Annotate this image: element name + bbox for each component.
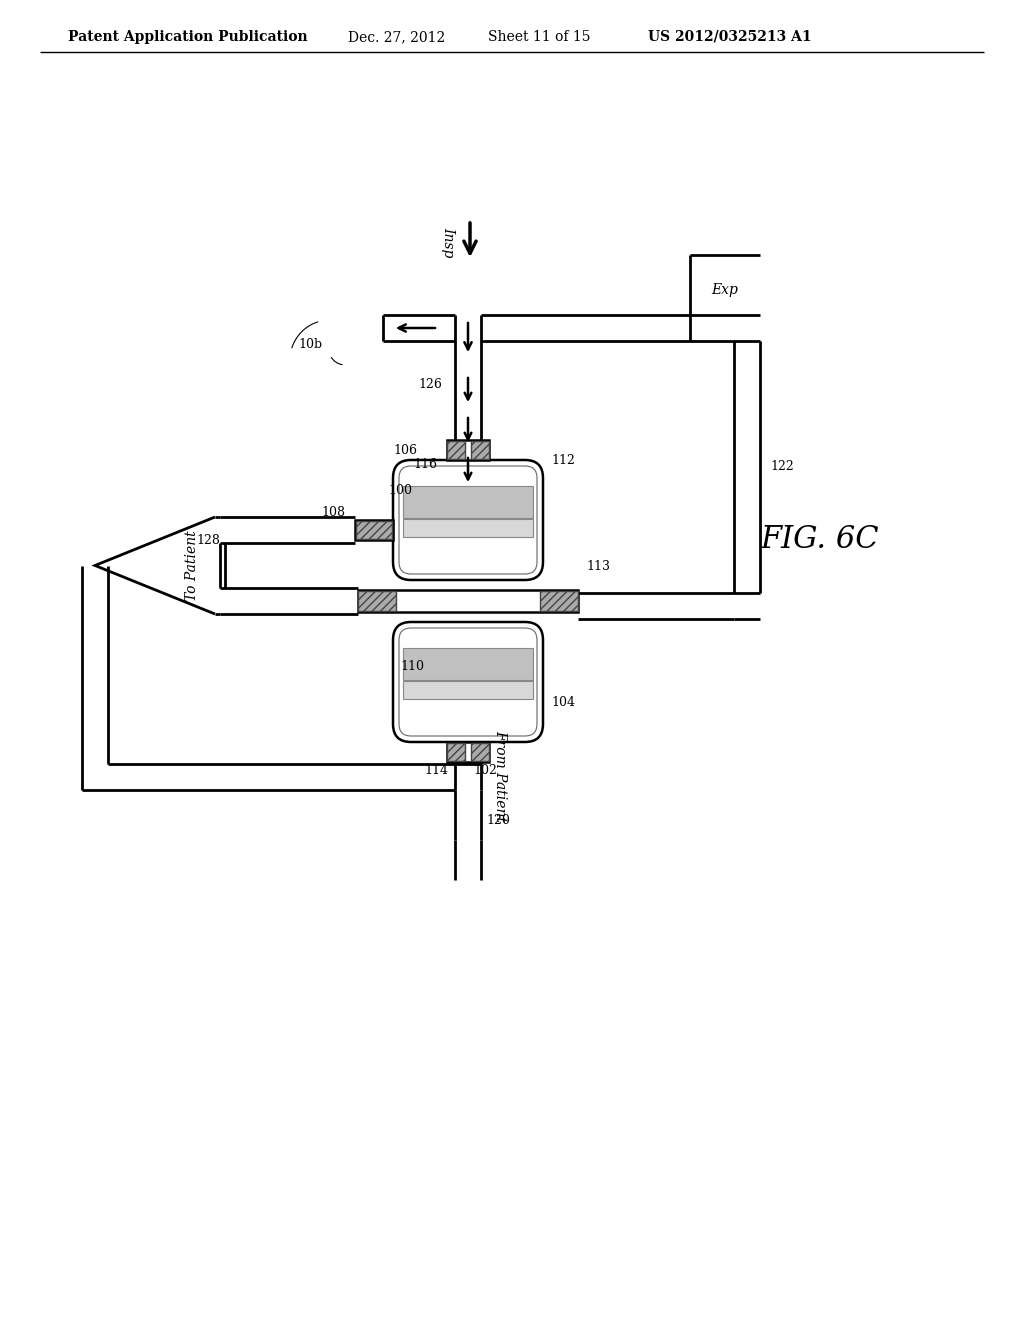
Bar bbox=[355, 520, 393, 540]
Bar bbox=[403, 681, 534, 700]
Bar bbox=[403, 519, 534, 537]
Bar bbox=[356, 521, 392, 539]
Bar bbox=[540, 591, 578, 611]
Text: From Patient: From Patient bbox=[493, 730, 507, 822]
Text: 110: 110 bbox=[400, 660, 424, 673]
Text: 112: 112 bbox=[551, 454, 574, 466]
Text: 126: 126 bbox=[418, 379, 442, 392]
Text: Patent Application Publication: Patent Application Publication bbox=[68, 30, 307, 44]
Bar bbox=[471, 743, 489, 762]
Bar bbox=[403, 486, 534, 517]
Text: 108: 108 bbox=[321, 506, 345, 519]
Text: US 2012/0325213 A1: US 2012/0325213 A1 bbox=[648, 30, 812, 44]
Text: Insp: Insp bbox=[441, 227, 455, 257]
Text: 100: 100 bbox=[388, 483, 412, 496]
Text: 114: 114 bbox=[424, 763, 449, 776]
FancyBboxPatch shape bbox=[393, 459, 543, 579]
Text: Dec. 27, 2012: Dec. 27, 2012 bbox=[348, 30, 445, 44]
Text: Sheet 11 of 15: Sheet 11 of 15 bbox=[488, 30, 591, 44]
Text: FIG. 6C: FIG. 6C bbox=[761, 524, 880, 556]
Bar bbox=[403, 648, 534, 680]
Text: 120: 120 bbox=[486, 813, 510, 826]
Bar bbox=[358, 590, 578, 612]
Text: 104: 104 bbox=[551, 696, 575, 709]
Text: 102: 102 bbox=[473, 763, 497, 776]
Text: Exp: Exp bbox=[712, 282, 738, 297]
Text: 116: 116 bbox=[413, 458, 437, 471]
Bar bbox=[358, 591, 396, 611]
Bar bbox=[447, 742, 489, 762]
Text: 122: 122 bbox=[770, 461, 794, 474]
Text: 128: 128 bbox=[197, 535, 220, 548]
Text: 106: 106 bbox=[393, 444, 417, 457]
Text: 113: 113 bbox=[586, 560, 610, 573]
Bar bbox=[471, 441, 489, 459]
Text: 10b: 10b bbox=[298, 338, 323, 351]
Bar bbox=[447, 441, 465, 459]
Bar bbox=[447, 440, 489, 459]
Text: To Patient: To Patient bbox=[185, 531, 199, 601]
FancyBboxPatch shape bbox=[393, 622, 543, 742]
Bar bbox=[447, 743, 465, 762]
